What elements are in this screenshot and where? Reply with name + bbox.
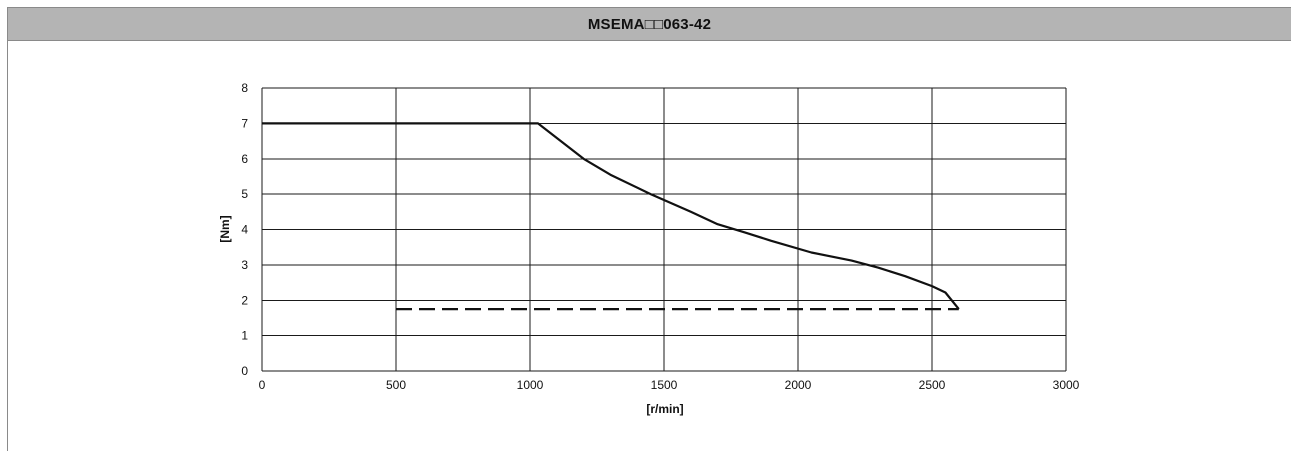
grid	[261, 87, 1067, 372]
y-axis-label: [Nm]	[218, 215, 232, 242]
series-layer	[262, 122, 960, 311]
x-axis-label: [r/min]	[646, 402, 683, 416]
x-tick-label: 2000	[785, 378, 812, 392]
y-tick-label: 4	[241, 223, 248, 237]
chart-panel: MSEMA□□063-42	[7, 7, 1291, 451]
y-tick-label: 3	[241, 258, 248, 272]
y-tick-label: 0	[241, 364, 248, 378]
x-tick-label: 1000	[517, 378, 544, 392]
y-tick-label: 1	[241, 329, 248, 343]
y-tick-label: 5	[241, 187, 248, 201]
x-tick-label: 2500	[919, 378, 946, 392]
x-tick-label: 3000	[1053, 378, 1080, 392]
peak-torque-line	[262, 122, 960, 310]
x-tick-label: 500	[386, 378, 406, 392]
tick-labels: 0 500 1000 1500 2000 2500 3000 0 1 2 3 4 5 6 7 8	[241, 81, 1079, 392]
y-tick-label: 6	[241, 152, 248, 166]
y-tick-label: 8	[241, 81, 248, 95]
y-tick-label: 7	[241, 116, 248, 130]
title-bar: MSEMA□□063-42	[8, 8, 1291, 41]
chart-title: MSEMA□□063-42	[587, 15, 712, 33]
x-tick-label: 1500	[651, 378, 678, 392]
y-tick-label: 2	[241, 293, 248, 307]
x-tick-label: 0	[259, 378, 266, 392]
